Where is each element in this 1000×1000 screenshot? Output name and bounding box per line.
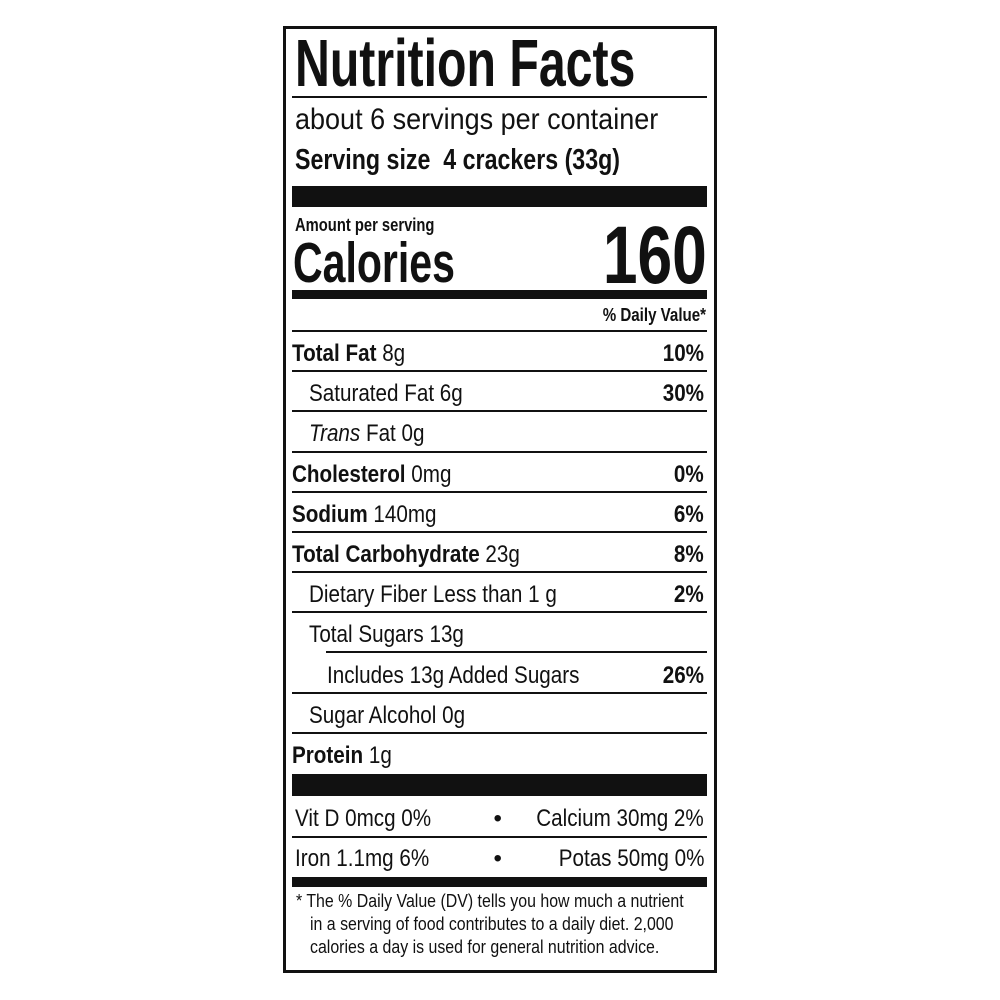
divider [292,451,707,453]
divider [292,732,707,734]
calories-label: Calories [293,231,455,295]
divider [292,836,707,838]
bullet-separator: • [493,845,502,872]
divider [292,330,707,332]
daily-value-header: % Daily Value* [602,305,706,325]
footnote-line: * The % Daily Value (DV) tells you how m… [296,890,684,911]
divider [292,571,707,573]
nutrient-row-total-fat: Total Fat 8g 10% [292,340,704,367]
nutrient-row-sugar-alcohol: Sugar Alcohol 0g [309,702,466,729]
medium-divider [292,290,707,299]
divider [292,96,707,98]
servings-per-container: about 6 servings per container [295,103,659,136]
divider [292,611,707,613]
nutrition-facts-panel [283,26,717,973]
nutrient-row-trans-fat: Trans Fat 0g [309,420,425,447]
amount-per-serving: Amount per serving [295,215,435,235]
vitamin-row: Iron 1.1mg 6% • Potas 50mg 0% [292,839,707,879]
footnote-line: in a serving of food contributes to a da… [310,913,674,934]
nutrient-row-dietary-fiber: Dietary Fiber Less than 1 g 2% [309,581,704,608]
nutrient-row-cholesterol: Cholesterol 0mg 0% [292,461,704,488]
footnote-line: calories a day is used for general nutri… [310,936,660,957]
thick-divider [292,186,707,207]
divider [292,410,707,412]
serving-size: Serving size 4 crackers (33g) [295,141,701,179]
thick-divider [292,774,707,796]
serving-size-value: 4 crackers (33g) [443,144,620,176]
serving-size-label: Serving size [295,144,431,176]
divider [326,651,707,653]
divider [292,491,707,493]
divider [292,692,707,694]
divider [292,370,707,372]
nutrient-row-sodium: Sodium 140mg 6% [292,501,704,528]
title: Nutrition Facts [295,26,636,101]
bullet-separator: • [493,805,502,832]
nutrient-row-total-carbohydrate: Total Carbohydrate 23g 8% [292,541,704,568]
nutrient-row-protein: Protein 1g [292,742,392,769]
calories-value: 160 [603,210,707,301]
vitamin-row: Vit D 0mcg 0% • Calcium 30mg 2% [292,799,707,839]
nutrient-row-added-sugars: Includes 13g Added Sugars 26% [327,662,704,689]
medium-divider [292,877,707,887]
nutrient-row-total-sugars: Total Sugars 13g [309,621,464,648]
divider [292,531,707,533]
nutrient-row-saturated-fat: Saturated Fat 6g 30% [309,380,704,407]
